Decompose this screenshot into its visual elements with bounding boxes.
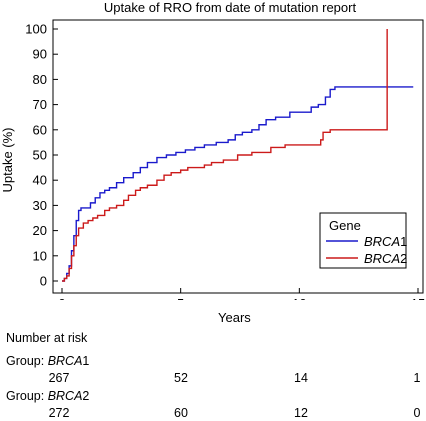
risk-count: 12 bbox=[294, 406, 308, 420]
x-tick-label: 0 bbox=[58, 296, 65, 300]
legend-label-brca1: BRCA1 bbox=[364, 234, 407, 249]
x-axis: 0 5 10 15 bbox=[58, 288, 425, 300]
legend-label-brca2: BRCA2 bbox=[364, 251, 407, 266]
risk-count: 1 bbox=[413, 371, 421, 385]
risk-count: 60 bbox=[174, 406, 188, 420]
plot-frame bbox=[52, 19, 424, 294]
risk-count: 272 bbox=[48, 406, 70, 420]
risk-count: 0 bbox=[413, 406, 421, 420]
y-tick-label: 20 bbox=[33, 223, 47, 238]
y-tick-label: 100 bbox=[25, 22, 47, 37]
risk-group-label: Group: BRCA1 bbox=[6, 354, 90, 368]
legend: Gene BRCA1 BRCA2 bbox=[319, 212, 407, 269]
x-tick-label: 10 bbox=[292, 296, 306, 300]
y-tick-label: 90 bbox=[33, 47, 47, 62]
y-tick-label: 30 bbox=[33, 198, 47, 213]
legend-title: Gene bbox=[329, 218, 361, 233]
y-tick-label: 80 bbox=[33, 72, 47, 87]
series-line-brca2 bbox=[62, 29, 388, 282]
risk-count: 267 bbox=[48, 371, 70, 385]
x-tick-label: 15 bbox=[411, 296, 425, 300]
y-tick-label: 50 bbox=[33, 148, 47, 163]
survival-curves bbox=[62, 29, 414, 282]
y-tick-label: 10 bbox=[33, 248, 47, 263]
x-tick-label: 5 bbox=[177, 296, 184, 300]
risk-heading: Number at risk bbox=[6, 331, 88, 345]
legend-box bbox=[319, 212, 407, 269]
chart-title: Uptake of RRO from date of mutation repo… bbox=[104, 0, 357, 15]
series-line-brca1 bbox=[62, 86, 414, 282]
y-axis-label: Uptake (%) bbox=[0, 127, 15, 192]
y-tick-label: 60 bbox=[33, 122, 47, 137]
y-axis: 0 10 20 30 40 50 60 70 80 90 100 bbox=[25, 22, 58, 289]
y-tick-label: 70 bbox=[33, 97, 47, 112]
risk-count: 52 bbox=[174, 371, 188, 385]
km-chart: Uptake of RRO from date of mutation repo… bbox=[0, 0, 425, 300]
x-axis-title: Years bbox=[218, 310, 251, 325]
risk-group-label: Group: BRCA2 bbox=[6, 389, 90, 403]
y-tick-label: 0 bbox=[40, 274, 47, 289]
y-tick-label: 40 bbox=[33, 173, 47, 188]
risk-count: 14 bbox=[294, 371, 308, 385]
